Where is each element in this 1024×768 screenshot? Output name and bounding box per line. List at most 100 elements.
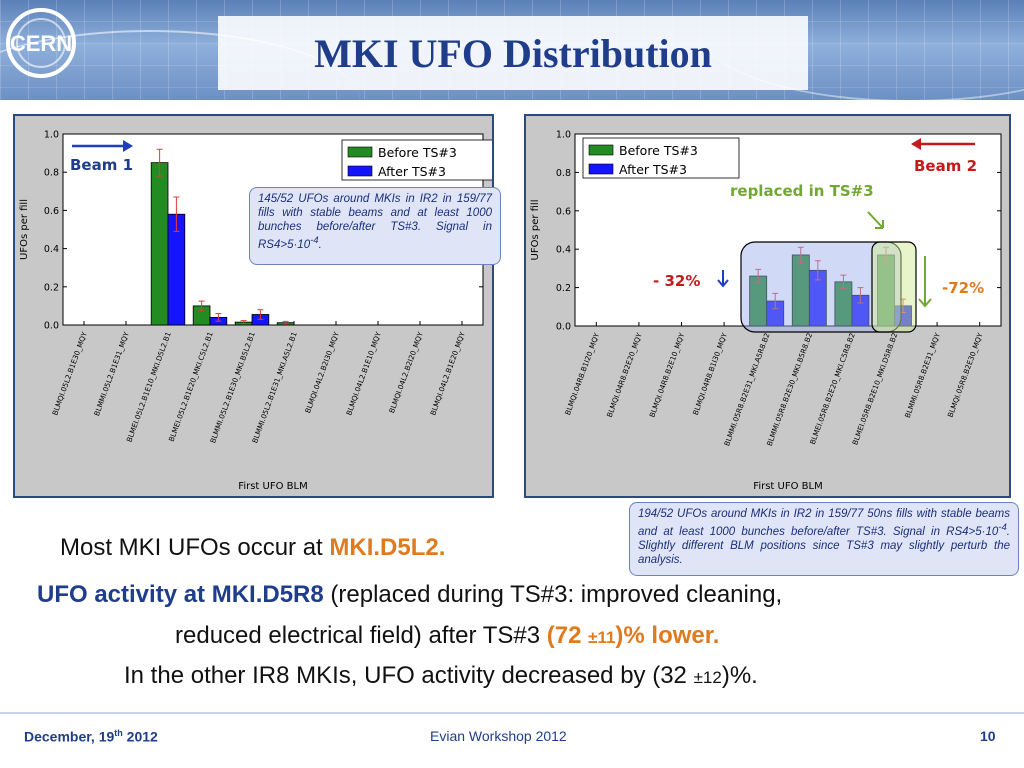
page-title: MKI UFO Distribution	[314, 30, 712, 76]
text-line-1-a: Most MKI UFOs occur at	[60, 534, 330, 561]
legend-swatch	[588, 163, 614, 175]
x-tick-label: BLMQI.04R8.B2E20_MQY	[605, 331, 644, 418]
slide-header: CERN MKI UFO Distribution	[0, 0, 1024, 100]
text-line-3: reduced electrical field) after TS#3 (72…	[175, 622, 719, 650]
title-box: MKI UFO Distribution	[218, 16, 808, 90]
x-tick-label: BLMQI.04L2.B1E10_MQY	[344, 330, 383, 417]
x-tick-label: BLMMI.05R8.B2E30_MKI.B5R8.B2	[765, 332, 814, 448]
bar	[150, 162, 169, 326]
footer-date-sup: th	[114, 728, 123, 738]
note-beam2: 194/52 UFOs around MKIs in IR2 in 159/77…	[629, 502, 1019, 576]
x-axis-label: First UFO BLM	[238, 481, 307, 492]
note-beam2-text: 194/52 UFOs around MKIs in IR2 in 159/77…	[638, 508, 1010, 538]
x-tick-label: BLMMI.05L2.B1E31_MKI.A5L2.B1	[250, 331, 299, 445]
x-tick-label: BLMEI.05R8.B2E10_MKI.D5R8.B2	[850, 332, 899, 447]
legend-label: Before TS#3	[619, 143, 698, 158]
legend: Before TS#3 After TS#3	[341, 139, 492, 181]
y-tick-label: 0.6	[556, 206, 571, 217]
y-tick-label: 0.4	[44, 244, 59, 255]
text-line-2-b: (replaced during TS#3: improved cleaning…	[323, 581, 783, 608]
down-arrow-icon	[918, 256, 932, 308]
x-tick-label: BLMQI.04R8.B2E10_MQY	[647, 331, 686, 418]
y-axis-label: UFOs per fill	[530, 200, 541, 261]
note-beam1-end: .	[318, 238, 322, 251]
legend: Before TS#3 After TS#3	[582, 137, 740, 179]
y-tick-label: 0.2	[44, 282, 59, 293]
text-line-1: Most MKI UFOs occur at MKI.D5L2.	[60, 534, 445, 562]
x-tick-label: BLMEI.05L2.B1E10_MKI.D5L2.B1	[125, 331, 173, 444]
legend-label: After TS#3	[619, 162, 687, 177]
x-tick-label: BLMMI.05L2.B1E31_MQY	[92, 330, 131, 417]
y-tick-label: 1.0	[44, 130, 59, 141]
svg-text:CERN: CERN	[10, 31, 72, 56]
y-tick-label: 0.8	[556, 168, 571, 179]
beam2-label: Beam 2	[914, 157, 977, 175]
text-line-4-a: In the other IR8 MKIs, UFO activity decr…	[124, 662, 694, 689]
beam2-annotation: Beam 2 replaced in TS#3 - 32% -72%	[653, 138, 984, 333]
x-tick-label: BLMQI.04L2.B2I30_MQY	[303, 330, 341, 414]
x-tick-label: BLMMI.05L2.B1E30_MKI.B5L2.B1	[208, 331, 257, 445]
x-tick-label: BLMQI.05L2.B1E30_MQY	[50, 330, 89, 417]
beam1-arrowhead-icon	[123, 140, 133, 152]
x-tick-label: BLMMI.05R8.B2E31_MKI.A5R8.B2	[722, 332, 771, 448]
text-line-4: In the other IR8 MKIs, UFO activity decr…	[124, 662, 758, 690]
legend-swatch	[347, 146, 373, 158]
y-tick-label: 0.0	[44, 321, 59, 332]
y-tick-label: 1.0	[556, 130, 571, 141]
legend-label: After TS#3	[378, 164, 446, 179]
x-tick-label: BLMQI.04R8.B1I30_MQY	[691, 331, 729, 416]
x-tick-label: BLMQI.04L2.B1E20_MQY	[428, 330, 467, 417]
cern-logo: CERN	[6, 8, 76, 78]
header-swoosh	[0, 30, 360, 100]
down-arrow-icon	[717, 270, 729, 288]
footer-date-prefix: December, 19	[24, 728, 115, 745]
text-line-4-c: )%.	[721, 662, 758, 689]
replaced-pointer-icon	[867, 211, 884, 229]
legend-label: Before TS#3	[378, 145, 457, 160]
x-tick-label: BLMQI.05R8.B2E30_MQY	[946, 331, 985, 418]
y-axis-label: UFOs per fill	[19, 199, 30, 260]
footer-date: December, 19th 2012	[24, 728, 158, 745]
footer-date-suffix: 2012	[122, 728, 158, 745]
text-line-2-highlight: UFO activity at MKI.D5R8	[37, 581, 324, 608]
note-beam1: 145/52 UFOs around MKIs in IR2 in 159/77…	[249, 187, 501, 265]
footer-event: Evian Workshop 2012	[430, 728, 567, 744]
footer-divider	[0, 712, 1024, 714]
legend-swatch	[347, 165, 373, 177]
note-beam2-exponent: -4	[998, 522, 1007, 533]
footer-page-number: 10	[980, 728, 996, 744]
y-tick-label: 0.2	[556, 283, 571, 294]
replaced-highlight-box	[871, 241, 917, 333]
y-tick-label: 0.8	[44, 168, 59, 179]
x-tick-label: BLMMI.05R8.B2E31_MQY	[903, 331, 942, 419]
beam1-label: Beam 1	[70, 156, 133, 174]
x-tick-label: BLMQI.04R8.B1I20_MQY	[563, 331, 601, 416]
chart-panel-beam1: 0.0 0.2 0.4 0.6 0.8 1.0 BLMQI.05L2.B1E30_MQY BL…	[13, 114, 494, 498]
beam2-arrowhead-icon	[911, 138, 921, 150]
x-tick-label: BLMEI.05L2.B1E20_MKI.C5L2.B1	[167, 331, 215, 443]
x-tick-label: BLMQI.04L2.B2I20_MQY	[387, 330, 425, 414]
beam1-annotation: Beam 1	[70, 140, 133, 174]
text-line-3-highlight-a: (72	[546, 622, 589, 649]
replaced-label: replaced in TS#3	[730, 182, 874, 200]
y-tick-label: 0.0	[556, 322, 571, 333]
text-line-1-highlight: MKI.D5L2.	[329, 534, 446, 561]
text-line-2: UFO activity at MKI.D5R8 (replaced durin…	[37, 581, 782, 609]
y-tick-label: 0.6	[44, 206, 59, 217]
text-line-4-b: ±12	[693, 668, 722, 687]
x-tick-label: BLMEI.05R8.B2E20_MKI.C5R8.B2	[808, 332, 857, 446]
note-beam1-text: 145/52 UFOs around MKIs in IR2 in 159/77…	[258, 193, 492, 251]
drop-32-label: - 32%	[653, 272, 700, 290]
drop-72-label: -72%	[942, 279, 984, 297]
note-beam1-exponent: -4	[310, 235, 319, 246]
text-line-3-highlight-b: ±11	[588, 628, 616, 647]
note-beam2-end: . Slightly different BLM positions since…	[638, 525, 1010, 566]
legend-swatch	[588, 144, 614, 156]
chart-panel-beam2: 0.0 0.2 0.4 0.6 0.8 1.0 BLMQI.04R8.B1I20_MQY BL…	[524, 114, 1011, 498]
text-line-3-highlight-c: )% lower.	[615, 622, 720, 649]
x-axis-label: First UFO BLM	[753, 481, 822, 492]
y-tick-label: 0.4	[556, 245, 571, 256]
text-line-3-a: reduced electrical field) after TS#3	[175, 622, 547, 649]
